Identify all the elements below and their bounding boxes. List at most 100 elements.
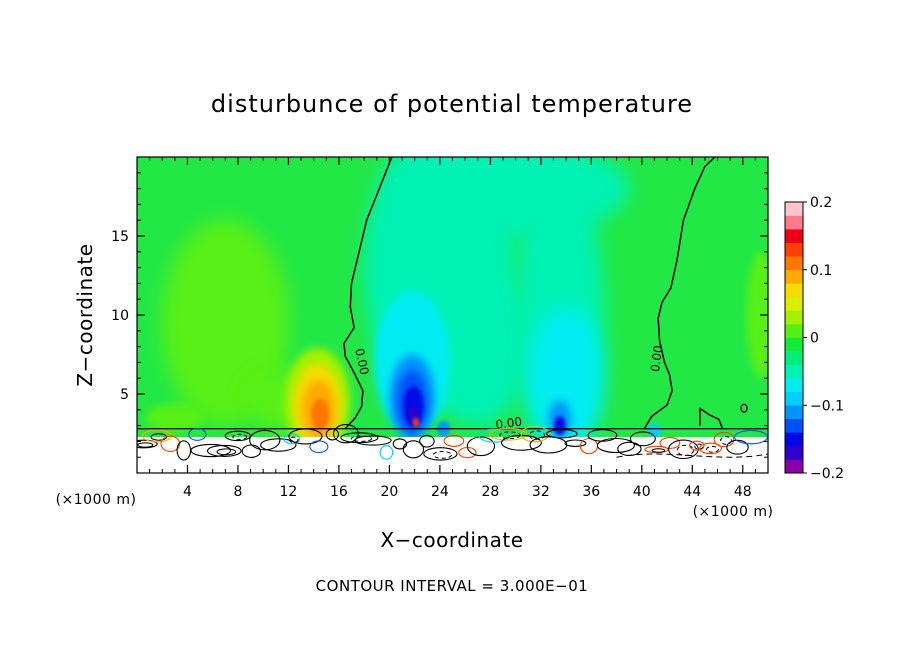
colorbar-swatch [785,283,803,298]
ground-contour-ring [232,433,248,440]
ground-contour-ring [466,436,496,457]
colorbar-swatch [785,215,803,230]
colorbar-swatch [785,364,803,379]
colorbar-swatch [785,269,803,284]
colorbar-swatch [785,256,803,271]
ground-contour-ring [443,434,465,447]
contour-layer: 0.00 0.00 0.00 [343,157,748,432]
colorbar: 0.2 0.1 0 −0.1 −0.2 [784,195,844,482]
ground-contour-ring [423,447,458,461]
ground-contour-ring [216,448,237,456]
contour-label: 0.00 [648,344,666,372]
ground-contour-ring [520,425,550,443]
ground-contour-ring [734,429,768,445]
ground-contour-ring [206,444,242,457]
field-warm-plume [162,220,289,426]
y-tick-label: 5 [120,387,129,403]
y-axis-ticks: 5 10 15 [111,172,768,458]
ground-contour-ring [340,432,379,444]
ground-contour-ring [309,440,329,454]
zero-contour [699,407,724,430]
x-tick-label: 36 [582,484,600,500]
ground-contour-ring [713,431,735,448]
ground-layer [137,437,768,473]
ground-contour-ring [528,430,546,440]
colorbar-swatch [785,351,803,365]
colorbar-swatch [785,391,803,406]
plot-area: 0.00 0.00 0.00 [137,157,768,473]
x-tick-label: 44 [683,484,701,500]
ground-contour-ring [402,440,425,459]
ground-contour-ring [720,436,732,445]
field-cool-mid [528,307,604,450]
ground-contour-ring [419,434,435,448]
x-tick-label: 8 [233,484,242,500]
ground-contour-ring [288,428,323,445]
colorbar-swatch [785,310,803,325]
field-cold-core [408,405,418,421]
ground-contour-ring [392,438,408,450]
ground-contour-ring [596,437,635,454]
field-cool-column [427,267,529,426]
colorbar-swatch [785,405,803,420]
contour-label: 0.00 [352,347,371,376]
field-cool-column [402,157,630,236]
field-warm-lowleft [145,403,204,432]
colorbar-swatch [785,418,803,433]
x-tick-label: 20 [380,484,398,500]
colorbar-tick-label: 0 [810,331,819,347]
ground-contour-ring [629,431,656,447]
ground-contour-ring [332,424,359,444]
x-tick-label: 40 [633,484,651,500]
x-tick-label: 32 [532,484,550,500]
field-cold-spot [646,424,662,437]
x-axis-ticks: 4 8 12 16 20 24 28 32 36 40 44 48 [149,157,756,500]
contour-interval-label: CONTOUR INTERVAL = 3.000E−01 [316,577,589,595]
ground-contour-ring [676,444,695,456]
field-warm-edge [746,251,768,379]
x-axis-label: X−coordinate [380,528,523,552]
colorbar-swatch [785,323,803,338]
ground-contour-ring [694,443,704,450]
ground-contour-ring [546,429,578,439]
zero-contour [740,403,748,413]
y-tick-label: 15 [111,229,129,245]
colorbar-swatch [785,445,803,460]
y-tick-label: 10 [111,308,129,324]
colorbar-tick-label: −0.2 [810,466,844,482]
contour-label: 0.00 [495,414,523,432]
ground-contour-ring [432,451,452,459]
x-tick-label: 12 [280,484,298,500]
colorbar-swatch [785,229,803,243]
colorbar-tick-label: −0.1 [810,398,844,414]
colorbar-swatch [785,242,803,257]
ground-contour-ring [699,442,722,455]
ground-contour-ring [137,439,158,449]
ground-contours [137,424,768,461]
ground-contour-ring [354,435,392,446]
ground-contour-ring [488,427,527,441]
zero-contour [343,157,393,430]
x-tick-label: 4 [183,484,192,500]
zero-contour [643,157,716,430]
y-axis-label: Z−coordinate [73,243,97,386]
x-unit-left: (×1000 m) [56,492,137,508]
colorbar-tick-label: 0.2 [810,195,832,211]
field-warm-core [311,398,329,431]
ground-dashed-contour [616,453,768,458]
ground-contour-ring [137,442,154,448]
ground-contour-ring [260,438,297,452]
x-tick-label: 24 [431,484,449,500]
x-tick-label: 28 [481,484,499,500]
colorbar-swatch [785,432,803,447]
ground-contour-ring [283,433,301,445]
ground-contour-ring [659,437,681,449]
ground-contour-ring [668,439,699,460]
field-hot-dot [412,417,420,428]
colorbar-swatch [785,296,803,311]
field-cold-spot [554,416,566,436]
x-tick-label: 16 [330,484,348,500]
colorbar-swatch [785,378,803,392]
ground-contour-ring [478,428,511,443]
